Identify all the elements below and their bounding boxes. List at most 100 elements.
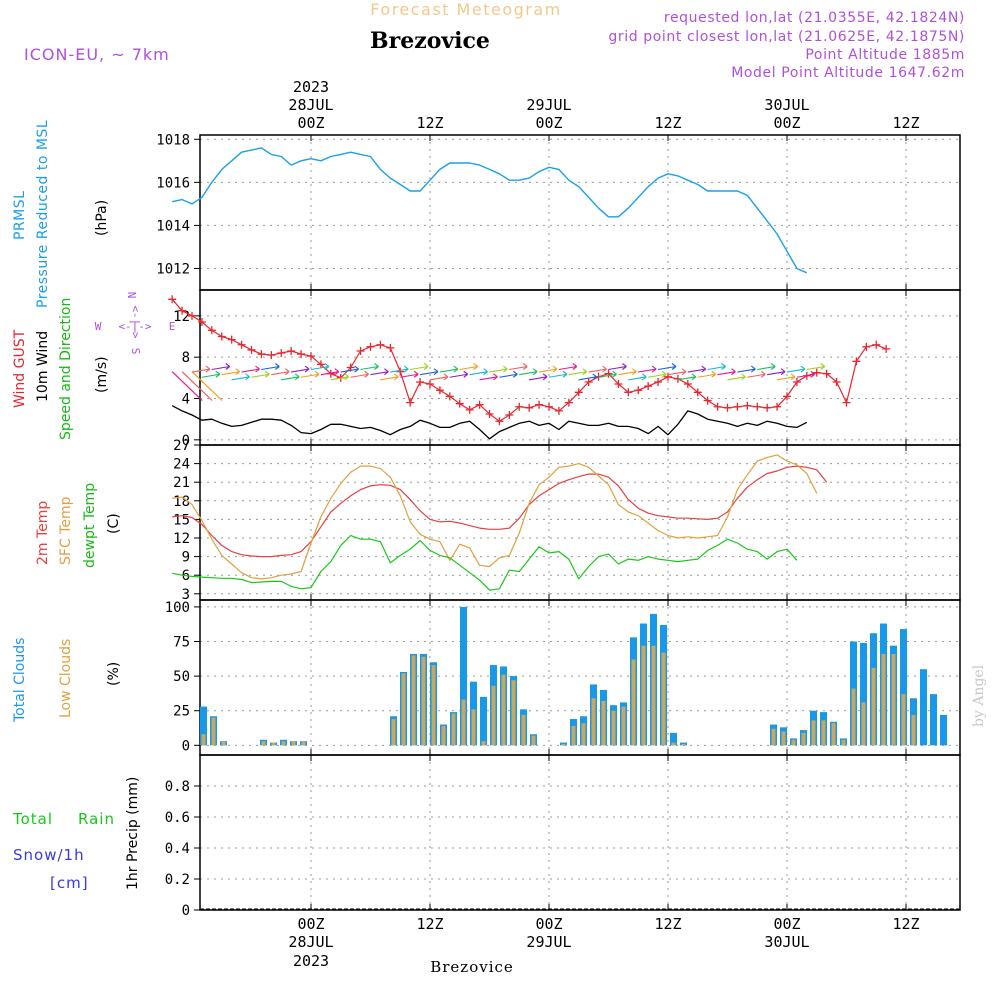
cloud-ytick-label: 0	[182, 738, 190, 754]
wind-direction-arrow	[419, 368, 439, 376]
low-cloud-bar	[401, 673, 406, 746]
wind-direction-arrow	[241, 365, 260, 373]
low-cloud-bar	[461, 699, 466, 746]
gust-marker	[445, 392, 454, 401]
wind-direction-arrow	[786, 365, 806, 373]
top-year-label: 2023	[293, 78, 329, 96]
compass-s: S	[129, 348, 142, 355]
low-cloud-bar	[841, 739, 846, 746]
gust-marker	[366, 342, 375, 351]
wind-direction-arrow	[588, 365, 607, 373]
gust-marker	[634, 386, 643, 395]
total-clouds-label: Total Clouds	[12, 638, 28, 723]
model-label: ICON-EU, ~ 7km	[24, 45, 170, 64]
wind-10m-label: 10m Wind	[35, 331, 51, 402]
total-cloud-bar	[920, 669, 927, 746]
gust-marker	[197, 318, 206, 327]
wind-direction-arrow	[340, 365, 359, 373]
wind-direction-arrow	[647, 370, 667, 378]
compass-e: E	[169, 320, 176, 333]
precip-frame	[199, 754, 961, 911]
low-cloud-bar	[851, 688, 856, 746]
gust-marker	[178, 306, 187, 315]
gust-marker	[396, 367, 405, 376]
top-date-label: 30JUL	[764, 96, 809, 114]
wind-direction-arrow	[221, 368, 240, 376]
top-date-label: 29JUL	[526, 96, 571, 114]
gust-marker	[783, 392, 791, 401]
wind-direction-arrow	[747, 370, 766, 378]
snow-unit: [cm]	[50, 874, 89, 892]
top-time-tick: 00Z	[297, 114, 324, 132]
wind-direction-arrow	[806, 363, 826, 371]
compass-ns-arrows: <-|->	[129, 305, 142, 338]
temp-2m-label: 2m Temp	[35, 501, 51, 565]
low-cloud-bar	[641, 645, 646, 746]
compass-ew-arrows: <-|->	[118, 320, 151, 333]
wind-direction-arrow	[598, 370, 617, 378]
wind-direction-arrow	[400, 370, 419, 378]
low-cloud-bar	[881, 653, 886, 746]
low-cloud-bar	[871, 667, 876, 746]
bottom-year-label: 2023	[293, 952, 329, 970]
gust-marker	[703, 396, 712, 405]
cloud-ytick-label: 25	[173, 704, 190, 720]
wind-direction-arrow	[201, 370, 221, 378]
wind-direction-arrow	[191, 371, 223, 401]
low-cloud-bar	[431, 665, 436, 746]
gust-marker	[217, 332, 226, 341]
low-cloud-bar	[601, 701, 606, 746]
gust-marker	[683, 380, 692, 389]
gust-marker	[554, 406, 563, 415]
low-cloud-bar	[521, 714, 526, 746]
wind-direction-arrow	[370, 368, 389, 376]
temp-ytick-label: 21	[173, 475, 190, 491]
location-title: Brezovice	[370, 28, 490, 54]
gust-marker	[723, 403, 732, 412]
bottom-time-tick: 00Z	[297, 915, 324, 933]
pressure-panel: 1012 1014 1016 1018	[156, 132, 961, 291]
low-cloud-bar	[611, 710, 616, 746]
wind-direction-arrow	[707, 363, 726, 371]
low-cloud-bar	[281, 741, 286, 746]
cloud-panel: 0 25 50 75 100	[165, 599, 961, 756]
top-time-tick: 12Z	[892, 114, 919, 132]
low-cloud-bar	[891, 653, 896, 746]
gust-marker	[475, 400, 484, 409]
gust-marker	[227, 335, 236, 344]
gust-marker	[604, 369, 613, 378]
gust-marker	[237, 340, 246, 349]
low-cloud-bar	[681, 743, 686, 746]
wind-direction-arrow	[766, 368, 786, 376]
sfc-temp-line	[172, 454, 818, 580]
wind-direction-arrow	[231, 373, 250, 381]
bottom-time-tick: 00Z	[535, 915, 562, 933]
total-cloud-bar	[670, 732, 677, 746]
cloud-ytick-label: 100	[165, 600, 190, 616]
super-title: Forecast Meteogram	[370, 0, 561, 19]
wind-direction-arrow	[181, 371, 213, 401]
gust-marker	[316, 360, 325, 369]
wind-direction-arrow	[469, 368, 488, 376]
wind-direction-arrow	[350, 370, 369, 378]
wind-direction-arrow	[261, 363, 280, 371]
low-cloud-bar	[801, 732, 806, 746]
temp-dewpt-label: dewpt Temp	[82, 483, 98, 568]
low-cloud-bar	[531, 735, 536, 746]
low-cloud-bar	[811, 720, 816, 746]
temp-unit: (C)	[106, 513, 122, 534]
wind-direction-arrow	[677, 373, 697, 381]
gust-marker	[287, 346, 296, 355]
bottom-time-tick: 12Z	[654, 915, 681, 933]
wind-direction-arrow	[657, 363, 677, 371]
wind-direction-arrow	[568, 368, 588, 376]
wind-direction-arrow	[271, 368, 290, 376]
gust-marker	[416, 377, 425, 386]
wind-direction-arrow	[281, 373, 300, 381]
low-cloud-bar	[671, 742, 676, 746]
compass-w: W	[95, 320, 102, 333]
gust-marker	[426, 380, 434, 389]
bottom-time-tick: 12Z	[416, 915, 443, 933]
wind-direction-label: Speed and Direction	[58, 298, 74, 440]
